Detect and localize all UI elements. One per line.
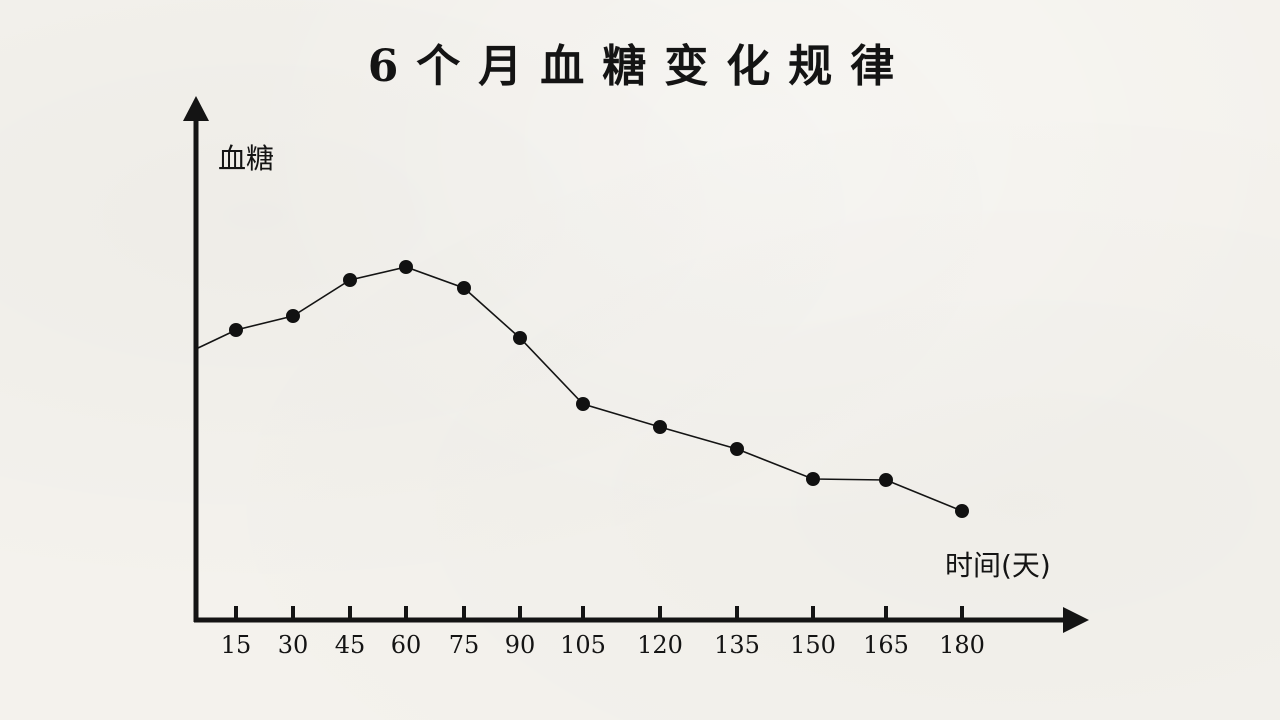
- x-tick-label: 75: [449, 631, 480, 659]
- series-line: [197, 266, 963, 512]
- x-tick-label: 45: [335, 631, 366, 659]
- x-axis-label: 时间(天): [945, 549, 1051, 582]
- x-axis-arrow: [1063, 607, 1089, 633]
- data-point: [286, 309, 300, 323]
- x-ticks: [234, 606, 964, 620]
- data-point: [229, 323, 243, 337]
- x-tick-label: 60: [391, 631, 422, 659]
- axes: [183, 96, 1089, 633]
- data-point: [955, 504, 969, 518]
- x-tick-label: 30: [278, 631, 309, 659]
- y-axis-label: 血糖: [218, 142, 274, 175]
- x-tick-label: 15: [221, 631, 252, 659]
- data-point: [730, 442, 744, 456]
- x-tick-labels: 15 30 45 60 75 90 105 120 135 150 165 180: [221, 631, 985, 659]
- data-point: [879, 473, 893, 487]
- data-point: [343, 273, 357, 287]
- x-tick-label: 120: [637, 631, 683, 659]
- data-point: [653, 420, 667, 434]
- y-axis-arrow: [183, 96, 209, 121]
- data-points: [229, 260, 969, 518]
- x-tick-label: 135: [714, 631, 760, 659]
- x-tick-label: 165: [863, 631, 909, 659]
- data-point: [576, 397, 590, 411]
- x-tick-label: 180: [939, 631, 985, 659]
- data-point: [399, 260, 413, 274]
- data-point: [806, 472, 820, 486]
- x-tick-label: 150: [790, 631, 836, 659]
- chart-title: 6个月血糖变化规律: [367, 41, 913, 92]
- data-point: [457, 281, 471, 295]
- x-tick-label: 90: [505, 631, 536, 659]
- x-tick-label: 105: [560, 631, 606, 659]
- data-point: [513, 331, 527, 345]
